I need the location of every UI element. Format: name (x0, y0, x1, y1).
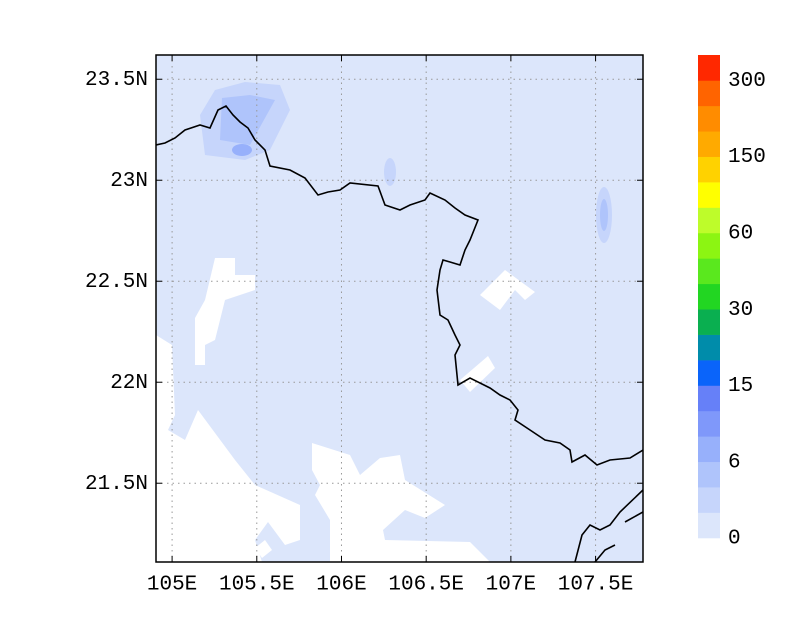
lon-tick-label: 105E (147, 574, 197, 597)
no-data-area (480, 270, 535, 310)
colorbar: 0 6 15 30 60 150 300 (698, 55, 766, 551)
colorbar-swatch (698, 55, 720, 81)
no-data-area (312, 443, 520, 562)
grid (156, 55, 643, 562)
colorbar-swatch (698, 156, 720, 183)
colorbar-label: 15 (728, 375, 753, 398)
no-data-area (156, 335, 300, 562)
colorbar-swatch (698, 487, 720, 513)
colorbar-swatch (698, 385, 720, 412)
colorbar-swatch (698, 207, 720, 234)
coastline (624, 511, 643, 523)
lat-tick-label: 21.5N (85, 473, 148, 496)
rain-contour (220, 95, 275, 145)
colorbar-label: 150 (728, 146, 766, 169)
lon-tick-label: 106.5E (388, 574, 464, 597)
colorbar-swatch (698, 334, 720, 361)
rain-contour (384, 158, 396, 186)
axes: 105E 105.5E 106E 106.5E 107E 107.5E 21.5N 22N 22… (85, 55, 643, 597)
map-frame (155, 54, 644, 563)
colorbar-swatch (698, 232, 720, 259)
colorbar-swatch (698, 410, 720, 437)
colorbar-swatch (698, 309, 720, 335)
colorbar-swatch (698, 360, 720, 386)
colorbar-swatch (698, 436, 720, 463)
lat-tick-label: 23N (110, 170, 148, 193)
lat-tick-label: 22N (110, 372, 148, 395)
lat-tick-label: 23.5N (85, 69, 148, 92)
colorbar-swatch (698, 283, 720, 310)
border (156, 104, 643, 466)
colorbar-label: 60 (728, 222, 753, 245)
colorbar-swatch (698, 461, 720, 488)
coastline (594, 544, 616, 562)
no-data-area (255, 540, 272, 558)
colorbar-label: 30 (728, 299, 753, 322)
lat-tick-label: 22.5N (85, 271, 148, 294)
lon-tick-label: 107.5E (558, 574, 634, 597)
colorbar-swatch (698, 258, 720, 285)
map-field (156, 55, 643, 562)
rain-contour (600, 199, 608, 231)
colorbar-swatch (698, 105, 720, 132)
coastline (574, 489, 643, 562)
rain-contour (232, 144, 252, 156)
lon-tick-label: 106E (316, 574, 366, 597)
colorbar-label: 6 (728, 451, 741, 474)
colorbar-label: 300 (728, 70, 766, 93)
no-data-area (460, 356, 495, 392)
colorbar-label: 0 (728, 528, 741, 551)
no-data-area (195, 258, 255, 365)
lon-tick-label: 107E (486, 574, 536, 597)
lon-tick-label: 105.5E (219, 574, 295, 597)
colorbar-swatch (698, 182, 720, 208)
colorbar-swatch (698, 512, 720, 539)
colorbar-swatch (698, 80, 720, 107)
colorbar-swatch (698, 131, 720, 157)
